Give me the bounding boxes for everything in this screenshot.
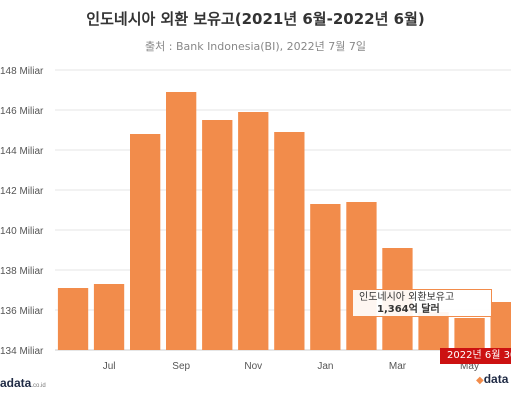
source-logo[interactable]: adata.co.id (0, 376, 46, 390)
logo-mark-icon: ◆ (476, 375, 484, 386)
y-tick-label: 136 Miliar (0, 306, 44, 317)
bar-4[interactable] (166, 92, 197, 350)
highlight-date-badge: 2022년 6월 30일 (440, 348, 511, 364)
bar-1[interactable] (57, 288, 89, 350)
bar-8[interactable] (310, 204, 341, 350)
x-tick-label: Jan (317, 361, 333, 372)
chart-title: 인도네시아 외환 보유고(2021년 6월-2022년 6월) (86, 10, 425, 28)
bar-3[interactable] (130, 134, 161, 350)
y-tick-label: 144 Miliar (0, 146, 44, 157)
y-tick-label: 142 Miliar (0, 186, 44, 197)
logo-text: adata (0, 376, 32, 390)
x-axis-ticks: Jul Sep Nov Jan Mar May (103, 361, 479, 372)
watermark-logo: ◆data (476, 372, 511, 386)
bar-11[interactable] (418, 312, 449, 350)
bar-2[interactable] (93, 284, 125, 350)
bar-9[interactable] (346, 202, 377, 350)
y-tick-label: 134 Miliar (0, 346, 44, 357)
y-axis-ticks: 134 Miliar 136 Miliar 138 Miliar 140 Miliar… (0, 66, 44, 357)
bar-5[interactable] (202, 120, 233, 350)
tooltip-label: 인도네시아 외환보유고 (359, 292, 455, 303)
bar-13[interactable] (490, 302, 511, 350)
x-tick-label: May (460, 361, 479, 372)
y-tick-label: 138 Miliar (0, 266, 44, 277)
bar-12[interactable] (454, 318, 485, 350)
chart-tooltip: 인도네시아 외환보유고 1,364억 달러 (352, 289, 492, 317)
x-tick-label: Sep (172, 361, 190, 372)
y-tick-label: 146 Miliar (0, 106, 44, 117)
y-tick-label: 148 Miliar (0, 66, 44, 77)
chart-subtitle: 출처 : Bank Indonesia(BI), 2022년 7월 7일 (145, 40, 366, 53)
watermark-text: data (483, 372, 509, 386)
y-tick-label: 140 Miliar (0, 226, 44, 237)
x-tick-label: Nov (244, 361, 262, 372)
tooltip-value: 1,364억 달러 (377, 304, 440, 315)
bar-7[interactable] (274, 132, 305, 350)
logo-suffix: .co.id (31, 383, 46, 389)
x-tick-label: Jul (103, 361, 116, 372)
bar-6[interactable] (238, 112, 269, 350)
x-tick-label: Mar (389, 361, 407, 372)
